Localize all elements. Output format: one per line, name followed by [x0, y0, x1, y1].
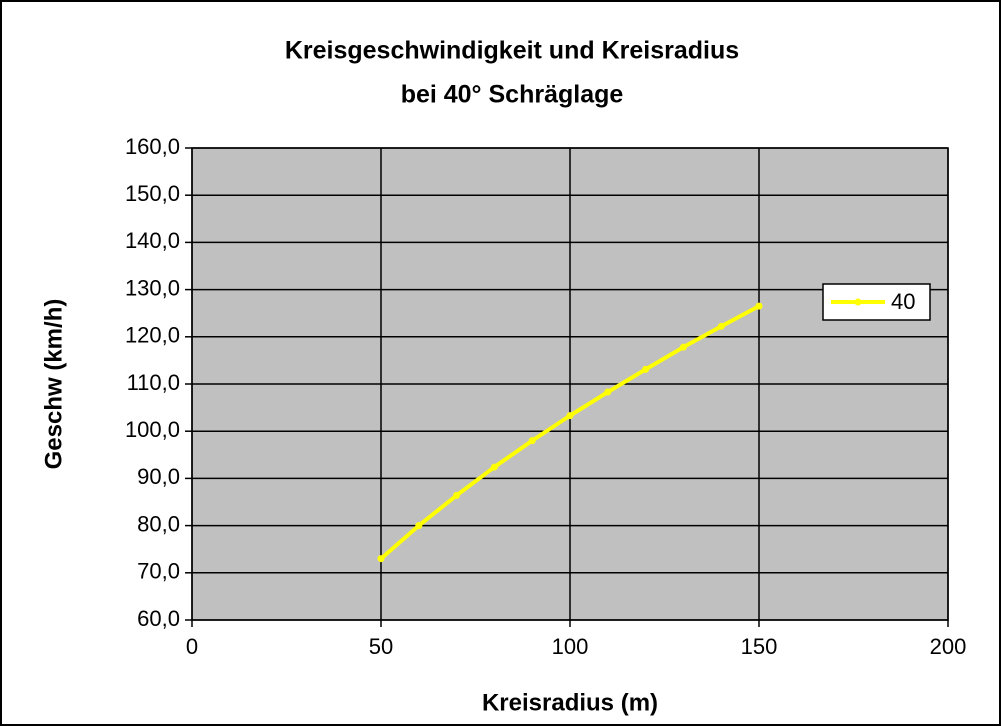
y-tick-label: 100,0: [125, 417, 180, 442]
data-point: [604, 388, 612, 396]
data-point: [566, 412, 574, 420]
x-tick-label: 100: [552, 634, 589, 659]
data-point: [415, 522, 423, 530]
chart-title: Kreisgeschwindigkeit und Kreisradius: [285, 37, 739, 65]
data-point: [642, 365, 650, 373]
x-tick-label: 50: [369, 634, 393, 659]
y-tick-label: 150,0: [125, 181, 180, 206]
y-tick-label: 140,0: [125, 228, 180, 253]
chart-title: bei 40° Schräglage: [401, 81, 624, 109]
y-tick-label: 120,0: [125, 323, 180, 348]
data-point: [679, 343, 687, 351]
legend-marker: [854, 298, 862, 306]
x-tick-label: 0: [186, 634, 198, 659]
data-point: [717, 322, 725, 330]
data-point: [490, 463, 498, 471]
x-tick-label: 150: [741, 634, 778, 659]
data-point: [755, 302, 763, 310]
y-tick-label: 130,0: [125, 275, 180, 300]
y-tick-label: 110,0: [127, 370, 180, 395]
x-tick-label: 200: [930, 634, 967, 659]
x-axis-label: Kreisradius (m): [482, 689, 658, 716]
data-point: [528, 437, 536, 445]
y-tick-label: 80,0: [137, 511, 180, 536]
y-tick-label: 70,0: [137, 559, 180, 584]
y-tick-label: 60,0: [137, 606, 180, 631]
legend-label: 40: [891, 289, 915, 314]
y-tick-label: 160,0: [125, 134, 180, 159]
data-point: [453, 491, 461, 499]
y-tick-label: 90,0: [137, 464, 180, 489]
data-point: [377, 555, 385, 563]
y-axis-label: Geschw (km/h): [40, 299, 67, 470]
